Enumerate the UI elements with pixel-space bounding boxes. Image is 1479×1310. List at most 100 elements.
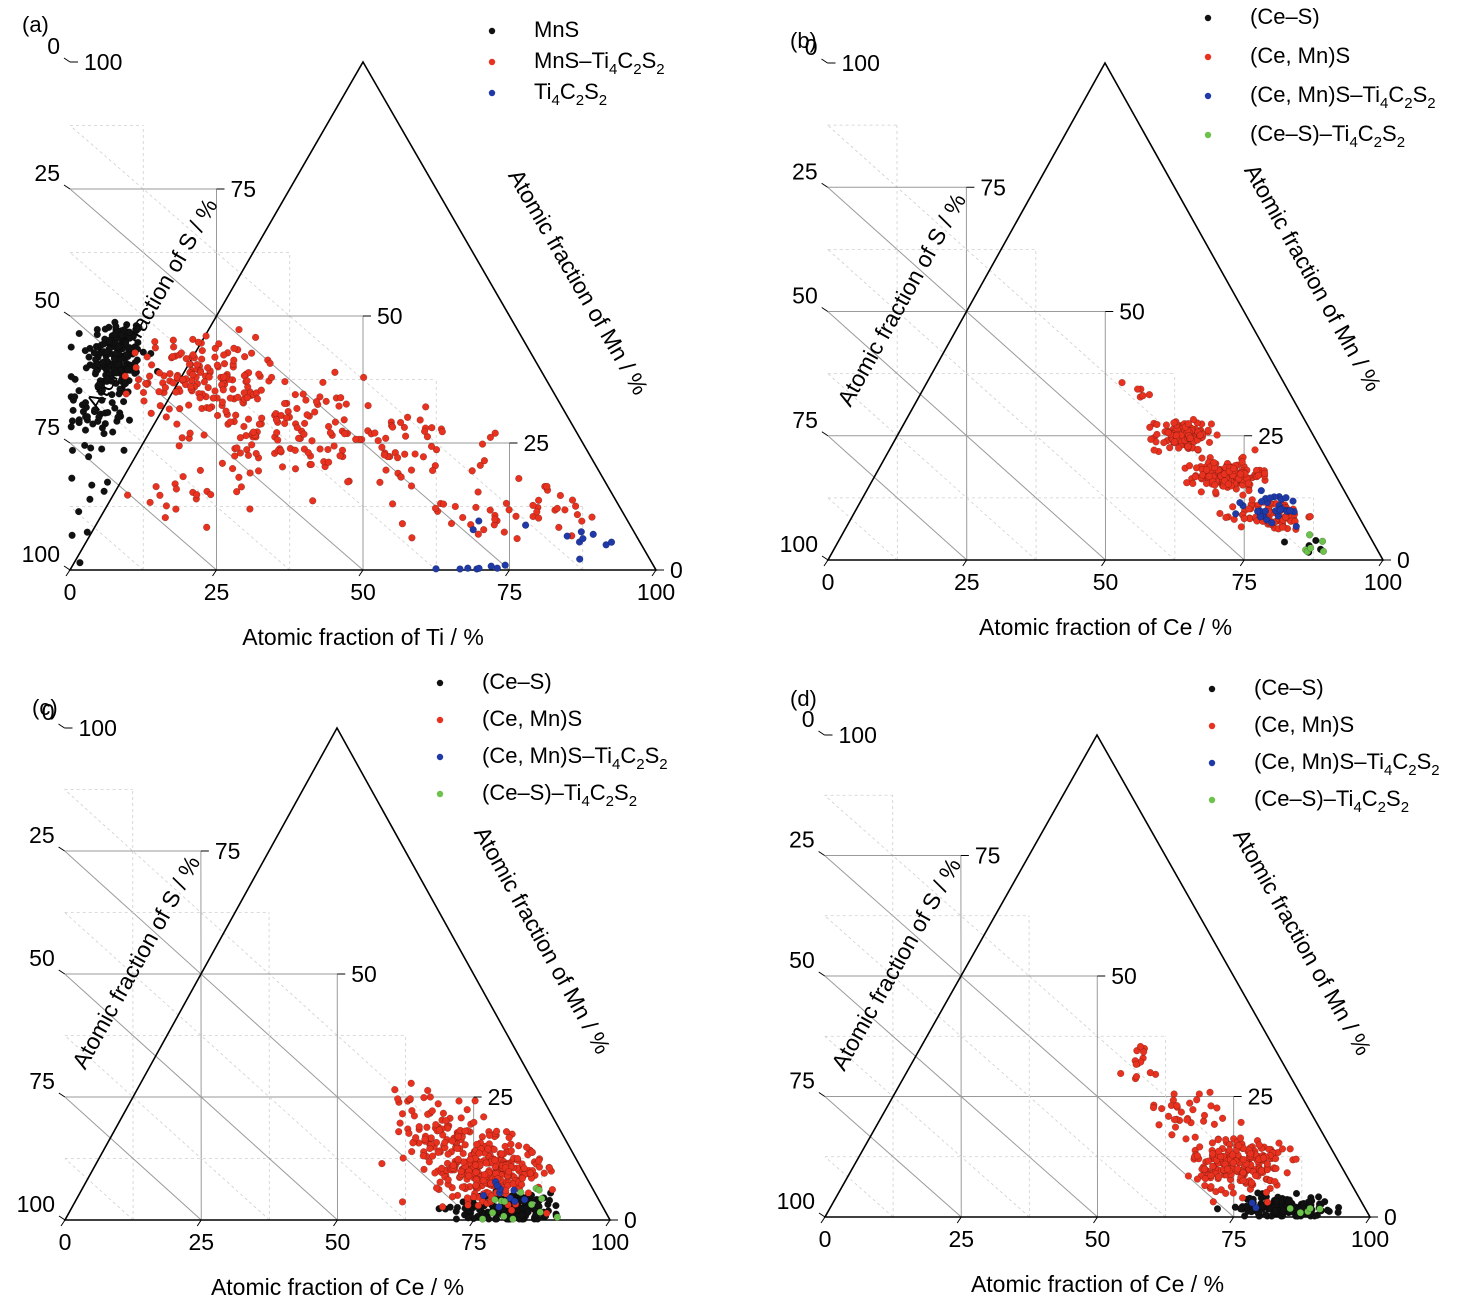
data-point	[218, 398, 227, 406]
data-point	[1254, 471, 1263, 480]
legend-label: (Ce, Mn)S	[1250, 43, 1350, 68]
data-point	[340, 430, 349, 438]
data-point	[236, 434, 245, 442]
left-tick-label: 75	[789, 1068, 815, 1094]
legend-marker	[1208, 759, 1216, 767]
data-point	[1334, 1208, 1342, 1217]
data-point	[87, 444, 95, 452]
data-point	[226, 418, 234, 426]
data-point	[255, 420, 264, 428]
data-point	[1198, 454, 1206, 462]
data-point	[1251, 446, 1259, 454]
data-point	[1171, 1123, 1180, 1131]
data-point	[1153, 430, 1161, 439]
data-point	[1248, 1179, 1256, 1187]
data-point	[1200, 1111, 1209, 1120]
data-point	[1214, 1173, 1223, 1181]
data-point	[472, 1168, 480, 1176]
legend-marker	[436, 753, 444, 761]
data-point	[545, 1196, 554, 1205]
data-point	[146, 498, 154, 507]
data-point	[468, 467, 476, 475]
data-point	[114, 360, 122, 369]
data-point	[1146, 423, 1154, 431]
data-point	[1222, 1189, 1230, 1198]
tick-mark	[821, 431, 829, 437]
data-point	[378, 1159, 386, 1168]
bottom-tick-label: 25	[948, 1226, 974, 1252]
data-point	[213, 411, 222, 420]
left-tick-label: 0	[47, 33, 60, 59]
data-point	[472, 503, 480, 512]
data-point	[139, 348, 147, 356]
bottom-tick-label: 50	[350, 579, 376, 605]
data-point	[240, 389, 248, 397]
data-point	[588, 513, 596, 521]
data-point	[422, 403, 430, 411]
data-point	[1279, 1207, 1287, 1215]
data-point	[420, 427, 429, 436]
data-point	[571, 502, 580, 510]
data-point	[513, 1154, 522, 1163]
data-point	[472, 1181, 480, 1189]
data-point	[166, 370, 174, 378]
right-tick-label: 100	[842, 50, 880, 76]
data-point	[1206, 1088, 1214, 1096]
right-tick-label: 25	[1248, 1084, 1274, 1110]
left-tick-label: 100	[22, 541, 60, 567]
grid-line	[827, 435, 968, 561]
data-point	[1292, 1189, 1301, 1198]
data-point	[1278, 1145, 1287, 1153]
data-point	[193, 361, 201, 369]
data-point	[1209, 1162, 1217, 1171]
data-point	[273, 428, 281, 437]
data-point	[509, 1215, 517, 1223]
data-point	[1233, 1165, 1242, 1173]
bottom-axis-title: Atomic fraction of Ce / %	[979, 614, 1232, 640]
data-point	[425, 1158, 433, 1166]
legend-label: (Ce–S)–Ti4C2S2	[1250, 121, 1405, 151]
data-point	[1153, 420, 1161, 429]
data-point	[488, 1209, 497, 1217]
bottom-tick-label: 0	[822, 569, 835, 595]
data-point	[229, 385, 237, 393]
data-point	[240, 422, 248, 431]
data-point	[478, 440, 487, 448]
data-point	[501, 561, 509, 569]
bottom-tick-label: 0	[819, 1226, 832, 1252]
data-point	[465, 1172, 473, 1180]
bottom-axis-title: Atomic fraction of Ti / %	[242, 624, 484, 650]
data-point	[444, 1150, 452, 1158]
tick-mark	[818, 971, 826, 977]
data-point	[115, 390, 123, 398]
data-point	[1213, 1205, 1222, 1213]
data-point	[1204, 426, 1212, 434]
tick-mark	[956, 1216, 962, 1224]
data-point	[1292, 522, 1300, 531]
bottom-tick-label: 100	[591, 1229, 629, 1255]
data-point	[457, 1167, 465, 1176]
data-point	[1216, 509, 1224, 518]
data-point	[405, 1129, 413, 1137]
data-point	[98, 396, 106, 404]
bottom-tick-label: 25	[204, 579, 230, 605]
data-point	[1255, 1141, 1263, 1149]
data-point	[434, 1100, 442, 1108]
data-point	[1198, 471, 1207, 479]
data-point	[568, 496, 577, 504]
tick-mark	[1239, 559, 1245, 567]
data-point	[133, 382, 141, 391]
tick-mark	[212, 569, 217, 577]
data-point	[545, 1164, 554, 1172]
data-point	[114, 343, 122, 351]
data-point	[187, 382, 195, 391]
data-point	[1246, 1150, 1255, 1158]
data-point	[304, 448, 312, 457]
data-point	[84, 453, 93, 461]
data-point	[108, 390, 116, 399]
data-point	[71, 393, 79, 401]
tick-mark	[58, 846, 65, 852]
data-point	[172, 485, 181, 493]
data-point	[382, 434, 390, 442]
